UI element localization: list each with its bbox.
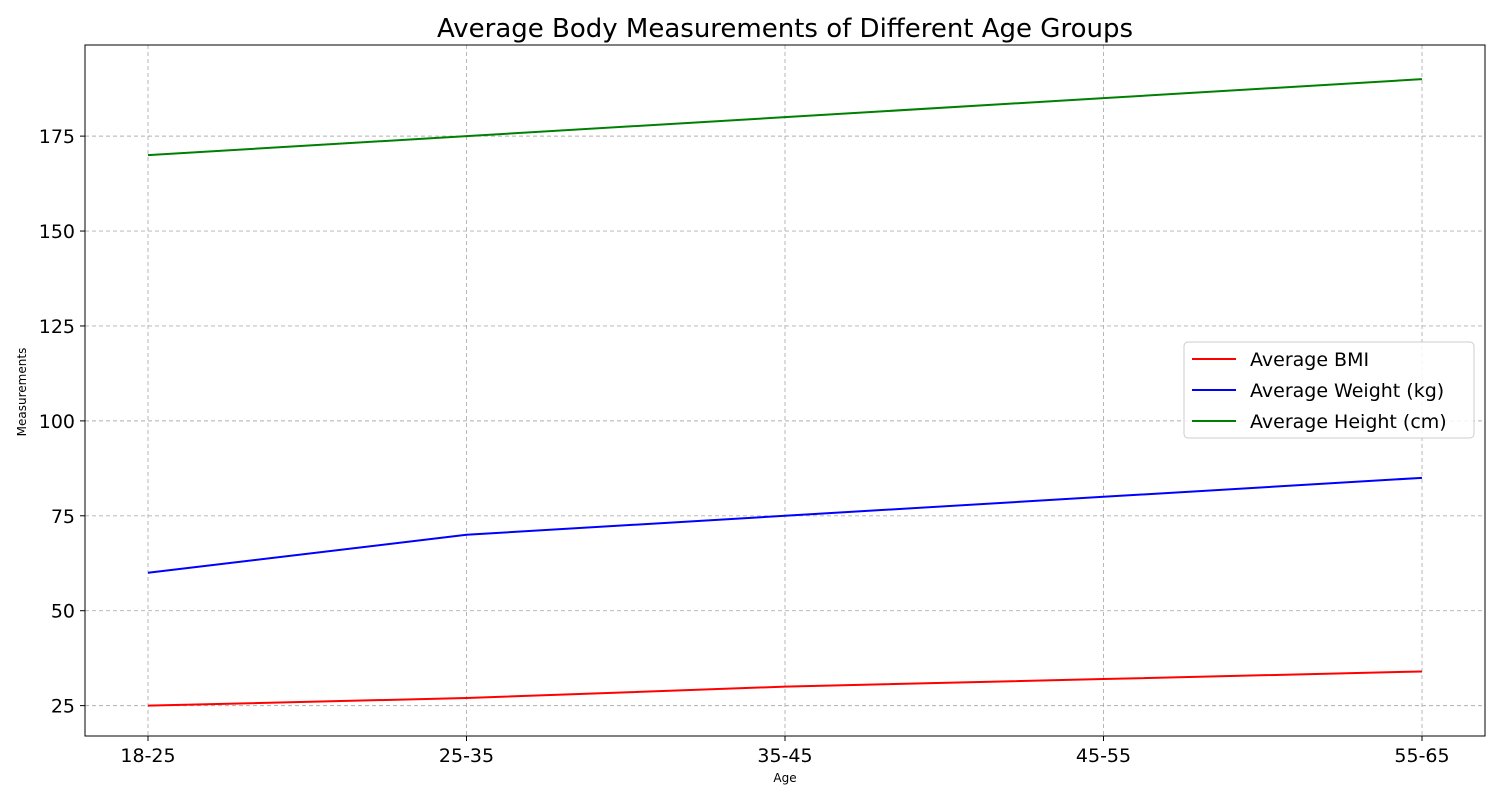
y-tick-label: 25 (51, 696, 75, 718)
x-tick-label: 55-65 (1394, 745, 1449, 767)
series-line-1 (147, 670, 1423, 707)
y-tick-label: 175 (39, 126, 75, 148)
y-tick-label: 150 (39, 221, 75, 243)
y-tick-label: 100 (39, 411, 75, 433)
y-axis-label: Measurements (15, 348, 29, 437)
x-tick-label: 45-55 (1076, 745, 1131, 767)
chart-title: Average Body Measurements of Different A… (437, 14, 1133, 44)
x-tick-label: 35-45 (757, 745, 812, 767)
x-axis-label: Age (773, 771, 796, 785)
x-tick-label: 18-25 (120, 745, 175, 767)
series-line-2 (147, 476, 1423, 574)
series-line-3 (147, 78, 1423, 157)
y-axis-ticks: 25 50 75 100 125 150 175 (39, 126, 85, 718)
y-tick-label: 75 (51, 506, 75, 528)
legend-label: Average BMI (1250, 349, 1369, 371)
x-tick-label: 25-35 (439, 745, 494, 767)
series-lines (147, 78, 1423, 707)
y-tick-label: 50 (51, 601, 75, 623)
y-tick-label: 125 (39, 316, 75, 338)
legend-label: Average Weight (kg) (1250, 380, 1444, 402)
legend-box (1183, 341, 1475, 439)
legend: Average BMI Average Weight (kg) Average He… (1183, 341, 1475, 439)
x-axis-ticks: 18-25 25-35 35-45 45-55 55-65 (120, 736, 1450, 767)
legend-label: Average Height (cm) (1250, 411, 1447, 433)
